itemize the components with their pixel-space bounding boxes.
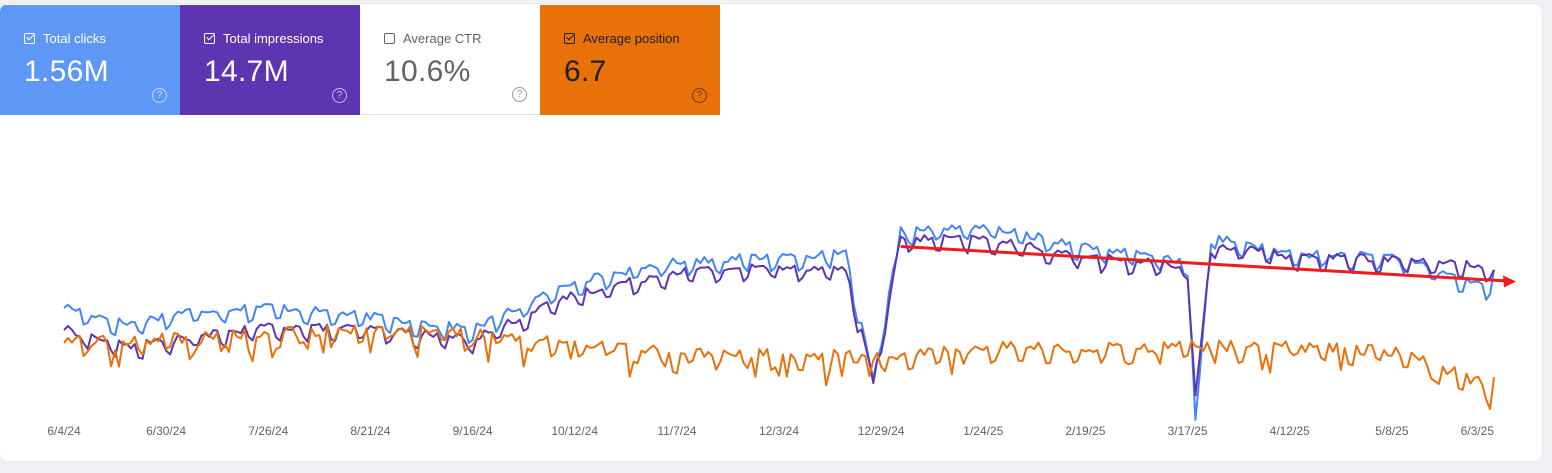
series-line-total-clicks[interactable]	[63, 224, 1495, 421]
x-tick-label: 10/12/24	[551, 424, 598, 438]
metric-value: 10.6%	[384, 55, 471, 88]
help-icon[interactable]: ?	[692, 88, 707, 103]
metric-value: 14.7M	[204, 55, 289, 88]
metric-label: Total impressions	[223, 30, 324, 46]
metric-cards: Total clicks 1.56M ? Total impressions 1…	[0, 5, 720, 115]
x-tick-label: 8/21/24	[350, 424, 390, 438]
series-line-average-position[interactable]	[63, 324, 1495, 411]
metric-label: Average CTR	[403, 30, 482, 46]
x-tick-label: 3/17/25	[1168, 424, 1208, 438]
x-tick-label: 4/12/25	[1270, 424, 1310, 438]
metric-card-total-impressions[interactable]: Total impressions 14.7M ?	[180, 5, 360, 115]
help-icon[interactable]: ?	[512, 87, 527, 102]
performance-card: Total clicks 1.56M ? Total impressions 1…	[0, 4, 1542, 461]
x-tick-label: 6/3/25	[1461, 424, 1495, 438]
checkbox-icon[interactable]	[564, 32, 575, 44]
x-tick-label: 7/26/24	[248, 424, 288, 438]
metric-label: Average position	[583, 30, 680, 46]
metric-label: Total clicks	[43, 30, 106, 46]
trend-arrow-head	[1503, 275, 1516, 288]
x-tick-label: 6/4/24	[47, 424, 81, 438]
performance-line-chart[interactable]: 6/4/24 6/30/24 7/26/24 8/21/24 9/16/24 10/12/…	[0, 4, 1542, 461]
x-tick-label: 5/8/25	[1375, 424, 1409, 438]
metric-card-average-ctr[interactable]: Average CTR 10.6% ?	[360, 5, 540, 115]
checkbox-icon[interactable]	[384, 32, 395, 44]
x-tick-label: 11/7/24	[657, 424, 696, 438]
x-tick-label: 12/3/24	[759, 424, 799, 438]
help-icon[interactable]: ?	[152, 88, 167, 103]
metric-value: 6.7	[564, 55, 607, 88]
x-tick-label: 1/24/25	[963, 424, 1003, 438]
x-tick-label: 6/30/24	[146, 424, 186, 438]
trend-arrow-line	[900, 245, 1507, 283]
x-tick-label: 9/16/24	[453, 424, 493, 438]
x-tick-label: 12/29/24	[858, 424, 905, 438]
checkbox-icon[interactable]	[24, 32, 35, 44]
checkbox-icon[interactable]	[204, 32, 215, 44]
help-icon[interactable]: ?	[332, 88, 347, 103]
x-tick-label: 2/19/25	[1065, 424, 1105, 438]
metric-value: 1.56M	[24, 55, 109, 88]
metric-card-average-position[interactable]: Average position 6.7 ?	[540, 5, 720, 115]
metric-card-total-clicks[interactable]: Total clicks 1.56M ?	[0, 5, 180, 115]
series-line-total-impressions[interactable]	[63, 234, 1495, 397]
